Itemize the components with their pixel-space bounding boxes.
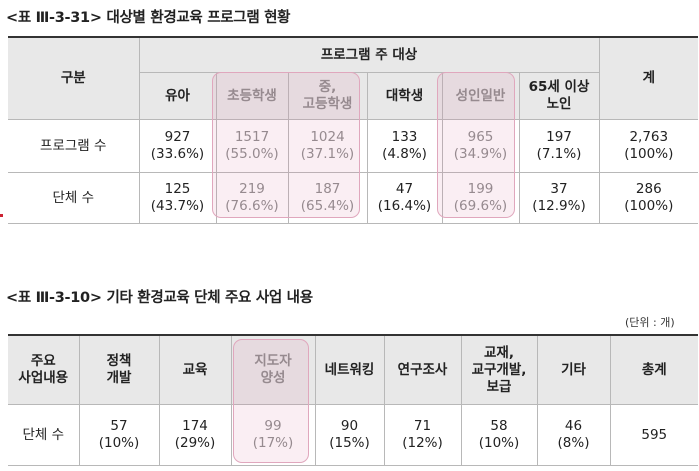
table1-row-header: 구분 xyxy=(8,36,140,120)
table-cell: 58 (10%) xyxy=(460,404,538,466)
table2-col-header: 기타 xyxy=(536,334,611,405)
table1-col-header: 유아 xyxy=(139,72,217,120)
highlight-box-leaders xyxy=(233,339,309,463)
table-row: 단체 수 125 (43.7%) 219 (76.6%) 187 (65.4%) 47… xyxy=(8,172,699,224)
table2-col-header: 연구조사 xyxy=(383,334,462,405)
table2-unit: (단위 : 개) xyxy=(625,316,675,329)
table-cell: 197 (7.1%) xyxy=(518,119,600,173)
table1-col-header: 대학생 xyxy=(366,72,443,120)
table1-caption: <표 Ⅲ-3-31> 대상별 환경교육 프로그램 현황 xyxy=(6,10,291,26)
table-cell: 133 (4.8%) xyxy=(366,119,443,173)
table2-col-header: 주요 사업내용 xyxy=(8,334,80,405)
table-cell: 37 (12.9%) xyxy=(518,172,600,224)
table2-col-header: 교재, 교구개발, 보급 xyxy=(460,334,538,405)
table-cell: 90 (15%) xyxy=(314,404,385,466)
table-cell: 99 (17%) xyxy=(230,404,316,466)
table-cell: 965 (34.9%) xyxy=(441,119,520,173)
table2: 주요 사업내용 정책 개발 교육 지도자 양성 네트워킹 연구조사 교재, 교구개발, 보… xyxy=(8,334,698,466)
table-cell: 595 xyxy=(609,404,698,466)
table2-col-header: 교육 xyxy=(158,334,232,405)
table-cell: 46 (8%) xyxy=(536,404,611,466)
table-cell: 174 (29%) xyxy=(158,404,232,466)
table-cell: 71 (12%) xyxy=(383,404,462,466)
table2-col-header: 정책 개발 xyxy=(78,334,160,405)
table2-col-header: 총계 xyxy=(609,334,698,405)
highlight-box-adults xyxy=(437,72,515,218)
table1-total-header: 계 xyxy=(598,36,699,120)
table1-header-main: 프로그램 주 대상 xyxy=(138,36,600,73)
highlight-box-students xyxy=(212,72,360,218)
table-cell: 286 (100%) xyxy=(598,172,699,224)
margin-mark xyxy=(0,214,3,217)
table-cell: 1517 (55.0%) xyxy=(215,119,289,173)
table-cell: 1024 (37.1%) xyxy=(287,119,368,173)
table-cell: 927 (33.6%) xyxy=(138,119,217,173)
row-label: 단체 수 xyxy=(8,404,80,466)
row-label: 단체 수 xyxy=(8,172,140,224)
table1-col-header: 초등학생 xyxy=(215,72,289,120)
table-row: 프로그램 수 927 (33.6%) 1517 (55.0%) 1024 (37.1%… xyxy=(8,119,699,173)
table-cell: 125 (43.7%) xyxy=(138,172,217,224)
table-row: 단체 수 57 (10%) 174 (29%) 99 (17%) 90 (15%) 71… xyxy=(8,404,698,466)
table2-col-header: 네트워킹 xyxy=(314,334,385,405)
table-cell: 219 (76.6%) xyxy=(215,172,289,224)
table-cell: 57 (10%) xyxy=(78,404,160,466)
table2-caption: <표 Ⅲ-3-10> 기타 환경교육 단체 주요 사업 내용 xyxy=(6,290,313,306)
table-cell: 47 (16.4%) xyxy=(366,172,443,224)
table1-col-header: 65세 이상 노인 xyxy=(518,72,600,120)
table1: 구분 프로그램 주 대상 계 유아 초등학생 중, 고등학생 대학생 성인일반 6… xyxy=(8,36,699,224)
table-cell: 2,763 (100%) xyxy=(598,119,699,173)
row-label: 프로그램 수 xyxy=(8,119,140,173)
